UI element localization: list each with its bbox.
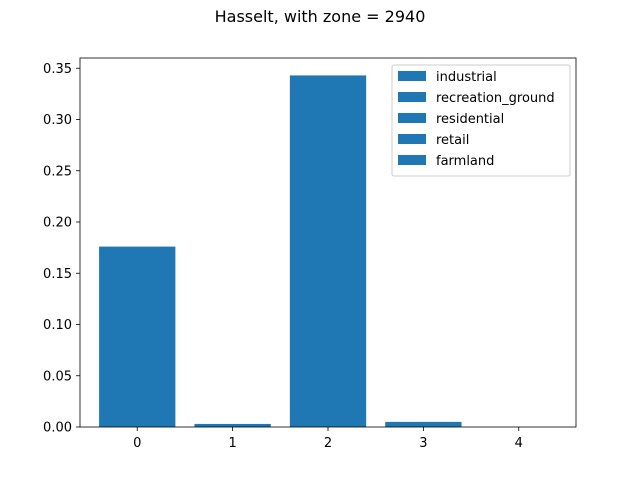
bar-2 [289, 75, 367, 428]
y-tick-label-0.10: 0.10 [43, 318, 72, 333]
legend-label-recreation_ground: recreation_ground [436, 91, 555, 106]
legend-label-retail: retail [436, 133, 469, 148]
bar-3 [385, 421, 462, 428]
legend-swatch-residential [398, 113, 426, 123]
x-tick-label-1: 1 [228, 436, 236, 451]
bar-0 [99, 246, 176, 427]
y-tick-label-0.25: 0.25 [43, 164, 72, 179]
chart-title: Hasselt, with zone = 2940 [215, 7, 426, 26]
legend-swatch-recreation_ground [398, 92, 426, 102]
y-tick-label-0.20: 0.20 [43, 216, 72, 231]
legend-swatch-industrial [398, 71, 426, 81]
x-tick-label-0: 0 [133, 436, 141, 451]
y-tick-label-0.15: 0.15 [43, 267, 72, 282]
y-tick-label-0.30: 0.30 [43, 113, 72, 128]
y-tick-label-0.05: 0.05 [43, 369, 72, 384]
y-tick-label-0.35: 0.35 [43, 62, 72, 77]
legend-swatch-farmland [398, 155, 426, 165]
legend-label-industrial: industrial [436, 70, 497, 85]
bar-1 [194, 423, 271, 427]
x-tick-label-4: 4 [515, 436, 523, 451]
x-tick-label-2: 2 [324, 436, 332, 451]
plot-area: 0 1 2 3 4 0.00 0.05 0.10 0.15 0.20 0.25 0.30 0.35 [43, 57, 577, 451]
legend-frame [391, 64, 571, 177]
legend-swatch-retail [398, 134, 426, 144]
legend: industrial recreation_ground residential re… [391, 64, 571, 177]
legend-label-residential: residential [436, 112, 504, 127]
x-tick-label-3: 3 [419, 436, 427, 451]
legend-label-farmland: farmland [436, 154, 494, 169]
y-tick-label-0.00: 0.00 [43, 421, 72, 436]
